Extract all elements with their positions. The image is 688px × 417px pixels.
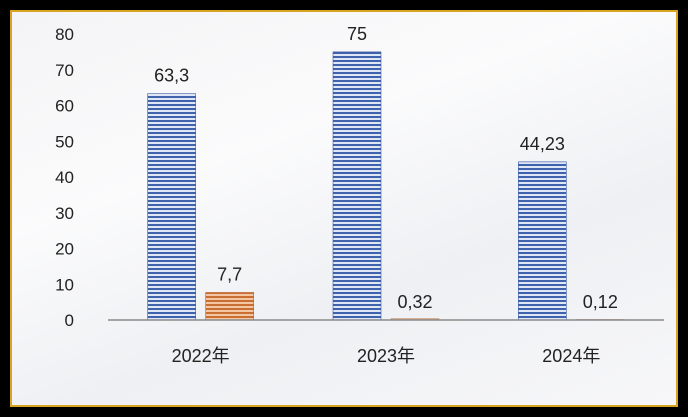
y-tick-label: 40 bbox=[55, 168, 74, 187]
y-tick-label: 10 bbox=[55, 275, 74, 294]
y-tick-label: 50 bbox=[55, 132, 74, 151]
data-label: 75 bbox=[347, 24, 367, 44]
category-label: 2022年 bbox=[172, 346, 230, 366]
y-tick-label: 30 bbox=[55, 204, 74, 223]
category-label: 2024年 bbox=[542, 346, 600, 366]
category-label: 2023年 bbox=[357, 346, 415, 366]
y-tick-label: 20 bbox=[55, 240, 74, 259]
bar-chart: 0 10 20 30 40 50 60 70 80 63,3 7,7 75 0,32 44,23 0,12… bbox=[55, 24, 664, 366]
data-label: 7,7 bbox=[217, 264, 242, 284]
data-label: 0,12 bbox=[583, 292, 618, 312]
bar-series-1-2 bbox=[332, 51, 382, 321]
bar-series-1-1 bbox=[147, 93, 196, 321]
y-tick-label: 70 bbox=[55, 61, 74, 80]
y-tick-label: 0 bbox=[65, 311, 74, 330]
data-label: 0,32 bbox=[397, 292, 432, 312]
bar-series-2-1 bbox=[205, 292, 254, 321]
y-tick-label: 80 bbox=[55, 25, 74, 44]
chart-frame: 0 10 20 30 40 50 60 70 80 63,3 7,7 75 0,32 44,23 0,12… bbox=[10, 10, 678, 407]
bar-series-1-3 bbox=[518, 161, 567, 321]
y-tick-label: 60 bbox=[55, 97, 74, 116]
data-label: 44,23 bbox=[520, 134, 565, 154]
data-label: 63,3 bbox=[154, 66, 189, 86]
